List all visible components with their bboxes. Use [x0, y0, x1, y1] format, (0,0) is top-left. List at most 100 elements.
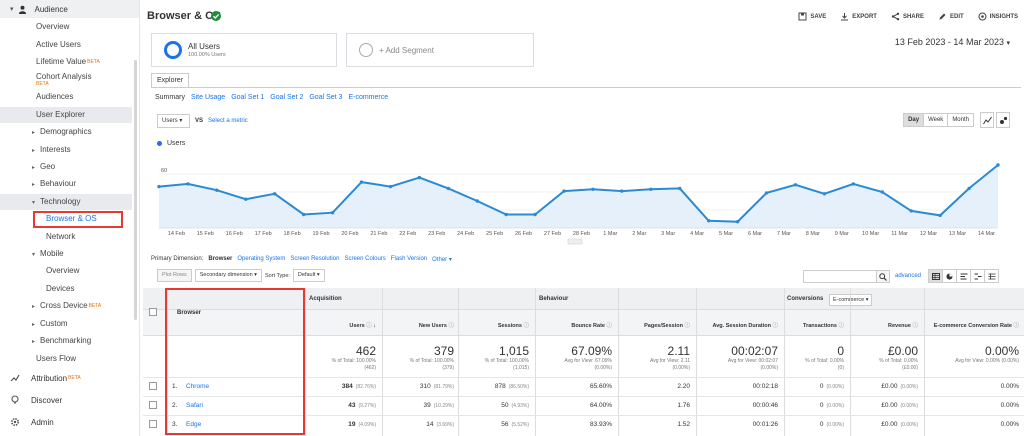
- data-point[interactable]: [591, 187, 595, 191]
- sidebar-item-behaviour[interactable]: ▸ Behaviour: [0, 176, 132, 192]
- row-checkbox[interactable]: [149, 401, 157, 409]
- sort-desc-icon[interactable]: ↓: [371, 323, 376, 329]
- sidebar-item-cross-device[interactable]: ▸ Cross DeviceBETA: [0, 298, 132, 314]
- sidebar-item-network[interactable]: Network: [0, 229, 132, 245]
- table-search-button[interactable]: [876, 270, 890, 283]
- sidebar-item-user-explorer[interactable]: User Explorer: [0, 107, 132, 123]
- data-point[interactable]: [938, 213, 942, 218]
- view-pie-button[interactable]: [942, 269, 957, 283]
- data-point[interactable]: [273, 192, 277, 196]
- line-chart-button[interactable]: [980, 112, 994, 128]
- data-point[interactable]: [330, 211, 335, 215]
- row-checkbox[interactable]: [149, 382, 157, 390]
- sidebar-item-devices[interactable]: Devices: [0, 281, 132, 297]
- advanced-filter-link[interactable]: advanced: [895, 273, 922, 279]
- add-segment-button[interactable]: + Add Segment: [346, 33, 534, 67]
- data-point[interactable]: [388, 184, 393, 189]
- subtab-site-usage[interactable]: Site Usage: [190, 94, 226, 101]
- data-point[interactable]: [359, 180, 364, 184]
- sidebar-item-audiences[interactable]: Audiences: [0, 89, 132, 105]
- period-week-button[interactable]: Week: [924, 114, 949, 126]
- data-point[interactable]: [620, 189, 624, 193]
- data-point[interactable]: [186, 182, 190, 186]
- data-point[interactable]: [851, 182, 856, 186]
- data-point[interactable]: [880, 190, 884, 194]
- export-button[interactable]: EXPORT: [840, 12, 877, 21]
- sidebar-item-browser-os[interactable]: Browser & OS: [0, 211, 132, 227]
- column-header-avg-session-duration[interactable]: Avg. Session Duration ⓘ: [696, 321, 778, 329]
- data-point[interactable]: [649, 187, 653, 191]
- data-point[interactable]: [909, 209, 913, 213]
- date-range-picker[interactable]: 13 Feb 2023 - 14 Mar 2023 ▾: [895, 37, 1010, 47]
- edit-button[interactable]: EDIT: [938, 12, 964, 21]
- sidebar-item-mobile[interactable]: ▾ Mobile: [0, 246, 132, 262]
- sidebar-item-active-users[interactable]: Active Users: [0, 37, 132, 53]
- insights-button[interactable]: INSIGHTS: [978, 12, 1018, 21]
- chart-resize-handle[interactable]: [567, 238, 583, 245]
- view-performance-button[interactable]: [956, 269, 971, 283]
- sort-type-select[interactable]: Default ▾: [292, 269, 325, 282]
- motion-chart-button[interactable]: [996, 112, 1010, 128]
- subtab-summary[interactable]: Summary: [155, 94, 185, 101]
- data-point[interactable]: [417, 175, 422, 180]
- period-day-button[interactable]: Day: [904, 114, 925, 126]
- sidebar-item-geo[interactable]: ▸ Geo: [0, 159, 132, 175]
- dimension-header[interactable]: Browser: [177, 310, 202, 316]
- data-point[interactable]: [793, 183, 798, 187]
- column-header-users[interactable]: Users ⓘ ↓: [308, 321, 376, 329]
- column-header-new-users[interactable]: New Users ⓘ: [382, 321, 454, 329]
- dimension-option-screen-colours[interactable]: Screen Colours: [344, 256, 386, 262]
- dimension-option-flash-version[interactable]: Flash Version: [390, 256, 428, 262]
- dimension-option-operating-system[interactable]: Operating System: [237, 256, 286, 262]
- column-header-transactions[interactable]: Transactions ⓘ: [784, 321, 844, 329]
- data-point[interactable]: [446, 186, 451, 191]
- dimension-option-screen-resolution[interactable]: Screen Resolution: [290, 256, 340, 262]
- sidebar-item-cohort-analysis[interactable]: Cohort Analysis: [0, 69, 132, 85]
- data-point[interactable]: [562, 189, 566, 193]
- metric-select[interactable]: Users ▾: [157, 114, 190, 128]
- sidebar-item-admin[interactable]: Admin: [0, 412, 138, 432]
- share-button[interactable]: SHARE: [891, 12, 924, 21]
- data-point[interactable]: [822, 192, 827, 196]
- data-point[interactable]: [678, 186, 682, 191]
- browser-link[interactable]: Safari: [186, 402, 203, 409]
- table-search-input[interactable]: [803, 270, 877, 283]
- segment-all-users[interactable]: All Users 100.00% Users: [151, 33, 337, 67]
- browser-link[interactable]: Edge: [186, 421, 202, 428]
- data-point[interactable]: [764, 191, 769, 195]
- sidebar-item-custom[interactable]: ▸ Custom: [0, 316, 132, 332]
- subtab-goal-set-1[interactable]: Goal Set 1: [231, 94, 265, 101]
- secondary-dimension-select[interactable]: Secondary dimension ▾: [194, 269, 262, 282]
- data-point[interactable]: [301, 212, 306, 217]
- sidebar-scrollbar[interactable]: [134, 60, 137, 320]
- select-metric-link[interactable]: Select a metric: [208, 118, 248, 124]
- column-header-sessions[interactable]: Sessions ⓘ: [458, 321, 529, 329]
- view-table-button[interactable]: [928, 269, 943, 283]
- data-point[interactable]: [967, 186, 971, 191]
- sidebar-item-interests[interactable]: ▸ Interests: [0, 142, 132, 158]
- data-point[interactable]: [475, 199, 479, 203]
- data-point[interactable]: [157, 184, 161, 189]
- subtab-goal-set-3[interactable]: Goal Set 3: [309, 94, 343, 101]
- sidebar-item-demographics[interactable]: ▸ Demographics: [0, 124, 132, 140]
- column-header-bounce-rate[interactable]: Bounce Rate ⓘ: [535, 321, 612, 329]
- sidebar-item-benchmarking[interactable]: ▸ Benchmarking: [0, 333, 132, 349]
- sidebar-item-technology[interactable]: ▾ Technology: [0, 194, 132, 210]
- data-point[interactable]: [996, 163, 1000, 167]
- data-point[interactable]: [533, 212, 537, 217]
- period-month-button[interactable]: Month: [952, 117, 969, 123]
- sidebar-item-attribution[interactable]: Attribution BETA: [0, 368, 138, 388]
- select-all-checkbox[interactable]: [149, 308, 157, 316]
- tab-explorer[interactable]: Explorer: [151, 73, 189, 88]
- sidebar-item-users-flow[interactable]: Users Flow: [0, 351, 132, 367]
- data-point[interactable]: [735, 220, 740, 224]
- plot-rows-button[interactable]: Plot Rows: [157, 269, 192, 282]
- sidebar-item-lifetime-value[interactable]: Lifetime ValueBETA: [0, 54, 132, 70]
- data-point[interactable]: [244, 197, 248, 201]
- save-button[interactable]: SAVE: [798, 12, 826, 21]
- sidebar-item-overview[interactable]: Overview: [0, 19, 132, 35]
- column-header-pages-session[interactable]: Pages/Session ⓘ: [618, 321, 690, 329]
- column-header-e-commerce-conversion-rate[interactable]: E-commerce Conversion Rate ⓘ: [924, 321, 1019, 329]
- sidebar-item-discover[interactable]: Discover: [0, 390, 138, 410]
- data-point[interactable]: [504, 212, 508, 217]
